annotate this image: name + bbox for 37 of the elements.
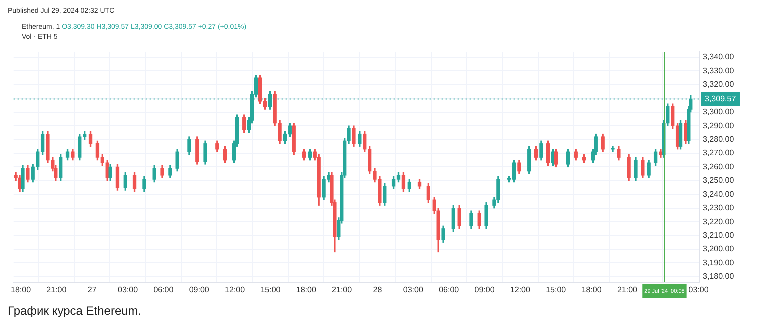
y-tick-label: 3,220.00 xyxy=(703,217,735,226)
ref-line-label: 3,309.57 xyxy=(705,94,737,104)
x-tick-label: 18:00 xyxy=(296,285,317,294)
y-tick-label: 3,250.00 xyxy=(703,176,735,186)
x-tick-label: 09:00 xyxy=(189,285,210,294)
y-tick-label: 3,320.00 xyxy=(703,80,735,90)
x-tick-label: 15:00 xyxy=(260,285,282,294)
text: График курса Ethereum. xyxy=(8,304,143,318)
y-tick-label: 3,180.00 xyxy=(703,272,735,282)
x-tick-label: 18:00 xyxy=(582,285,602,294)
x-tick-label: 21:00 xyxy=(617,285,638,294)
y-tick-label: 3,330.00 xyxy=(703,66,735,76)
x-tick-label: 03:00 xyxy=(403,285,424,294)
x-tick-label: 09:00 xyxy=(474,285,496,294)
x-tick-label: 21:00 xyxy=(332,285,353,294)
y-tick-label: 3,230.00 xyxy=(703,204,735,213)
y-tick-label: 3,240.00 xyxy=(703,190,735,199)
x-tick-label: 12:00 xyxy=(225,285,246,294)
y-tick-label: 3,290.00 xyxy=(703,121,735,130)
y-tick-label: 3,190.00 xyxy=(703,258,735,268)
x-tick-label: 28 xyxy=(373,285,383,294)
x-tick-label: 15:00 xyxy=(546,285,567,294)
x-tick-label: 27 xyxy=(88,285,98,294)
x-tick-label: 18:00 xyxy=(10,285,32,294)
y-tick-label: 3,200.00 xyxy=(703,244,735,254)
y-tick-label: 3,340.00 xyxy=(703,52,735,62)
x-tick-label: 06:00 xyxy=(439,285,460,294)
x-tick-label: 06:00 xyxy=(154,285,174,294)
x-tick-label: 03:00 xyxy=(118,285,139,294)
y-tick-label: 3,300.00 xyxy=(703,108,735,117)
x-tick-label: 03:00 xyxy=(688,285,710,294)
y-tick-label: 3,210.00 xyxy=(703,230,735,240)
y-tick-label: 3,280.00 xyxy=(703,134,735,144)
y-tick-label: 3,260.00 xyxy=(703,162,735,172)
y-tick-label: 3,270.00 xyxy=(703,148,735,158)
x-tick-label: 12:00 xyxy=(510,285,531,294)
x-tick-label: 21:00 xyxy=(46,285,68,294)
